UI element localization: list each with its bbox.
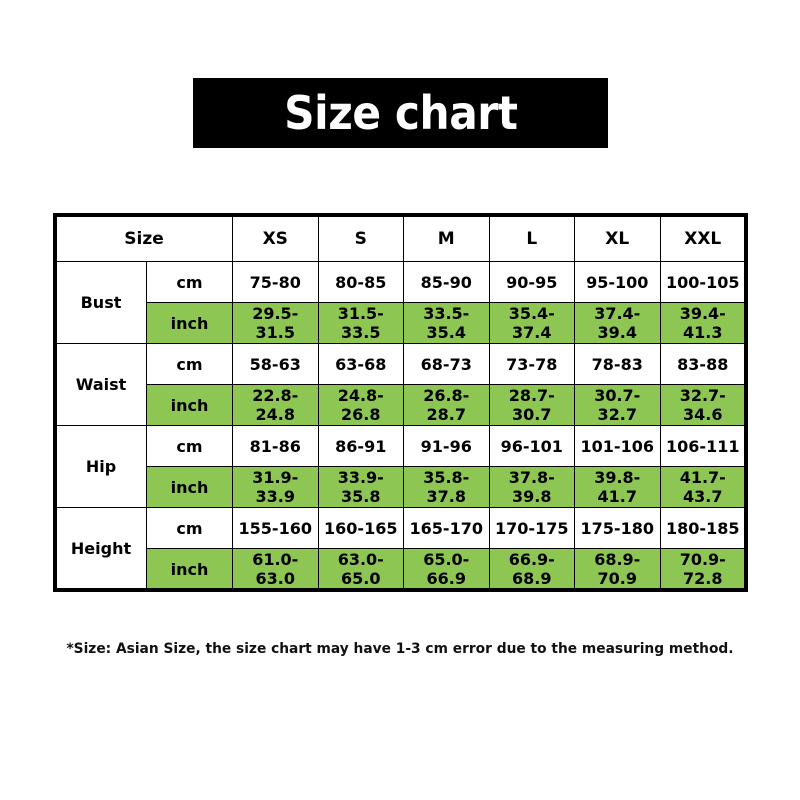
unit-label-bust-inch: inch xyxy=(146,302,233,344)
cell-hip-cm-xl: 101-106 xyxy=(574,425,661,467)
cell-hip-inch-s: 33.9-35.8 xyxy=(317,466,404,508)
cell-waist-inch-l: 28.7-30.7 xyxy=(488,384,575,426)
cell-bust-cm-xs: 75-80 xyxy=(232,261,319,303)
cell-waist-cm-xxl: 83-88 xyxy=(659,343,746,385)
size-chart-table-container: Size XS S M L XL XXL Bust cm 75-80 80-85 85-90 90-95… xyxy=(53,213,748,592)
unit-label-waist-inch: inch xyxy=(146,384,233,426)
measurement-label-height: Height xyxy=(55,507,147,590)
cell-hip-cm-l: 96-101 xyxy=(488,425,575,467)
unit-label-bust-cm: cm xyxy=(146,261,233,303)
cell-height-inch-xs: 61.0-63.0 xyxy=(232,548,319,590)
header-size-xl: XL xyxy=(574,215,661,262)
table-row: inch 29.5-31.5 31.5-33.5 33.5-35.4 35.4-37.4… xyxy=(56,302,746,344)
cell-waist-cm-xl: 78-83 xyxy=(574,343,661,385)
cell-waist-inch-xxl: 32.7-34.6 xyxy=(659,384,746,426)
table-row: inch 22.8-24.8 24.8-26.8 26.8-28.7 28.7-30.7… xyxy=(56,384,746,426)
cell-hip-inch-xl: 39.8-41.7 xyxy=(574,466,661,508)
measurement-label-bust: Bust xyxy=(55,261,147,344)
cell-height-cm-xl: 175-180 xyxy=(574,507,661,549)
table-row: Hip cm 81-86 86-91 91-96 96-101 101-106 106-111 xyxy=(55,425,746,508)
header-size-s: S xyxy=(317,215,404,262)
title-banner: Size chart xyxy=(193,78,608,148)
cell-height-inch-xxl: 70.9-72.8 xyxy=(659,548,746,590)
unit-label-waist-cm: cm xyxy=(146,343,233,385)
cell-hip-inch-l: 37.8-39.8 xyxy=(488,466,575,508)
cell-waist-cm-m: 68-73 xyxy=(403,343,490,385)
cell-hip-inch-m: 35.8-37.8 xyxy=(403,466,490,508)
cell-height-cm-xs: 155-160 xyxy=(232,507,319,549)
unit-label-hip-cm: cm xyxy=(146,425,233,467)
cell-hip-inch-xs: 31.9-33.9 xyxy=(232,466,319,508)
cell-hip-cm-xs: 81-86 xyxy=(232,425,319,467)
table-row: inch 31.9-33.9 33.9-35.8 35.8-37.8 37.8-39.8… xyxy=(56,466,746,508)
cell-hip-cm-xxl: 106-111 xyxy=(659,425,746,467)
cell-bust-cm-m: 85-90 xyxy=(403,261,490,303)
size-chart-table: Size XS S M L XL XXL Bust cm 75-80 80-85 85-90 90-95… xyxy=(53,213,748,592)
cell-hip-cm-s: 86-91 xyxy=(317,425,404,467)
cell-waist-cm-s: 63-68 xyxy=(317,343,404,385)
size-chart-table-body: Size XS S M L XL XXL Bust cm 75-80 80-85 85-90 90-95… xyxy=(55,215,746,590)
header-size-m: M xyxy=(403,215,490,262)
page-title: Size chart xyxy=(283,86,518,140)
unit-label-height-cm: cm xyxy=(146,507,233,549)
cell-bust-inch-xl: 37.4-39.4 xyxy=(574,302,661,344)
cell-waist-inch-xs: 22.8-24.8 xyxy=(232,384,319,426)
cell-bust-cm-s: 80-85 xyxy=(317,261,404,303)
cell-height-cm-m: 165-170 xyxy=(403,507,490,549)
table-row: Waist cm 58-63 63-68 68-73 73-78 78-83 83-88 xyxy=(55,343,746,426)
table-header-row: Size XS S M L XL XXL xyxy=(55,215,746,262)
cell-bust-inch-m: 33.5-35.4 xyxy=(403,302,490,344)
cell-height-inch-l: 66.9-68.9 xyxy=(488,548,575,590)
unit-label-hip-inch: inch xyxy=(146,466,233,508)
cell-hip-cm-m: 91-96 xyxy=(403,425,490,467)
table-row: Height cm 155-160 160-165 165-170 170-175 175-… xyxy=(55,507,746,590)
cell-height-cm-xxl: 180-185 xyxy=(659,507,746,549)
table-row: inch 61.0-63.0 63.0-65.0 65.0-66.9 66.9-68.9… xyxy=(56,548,746,590)
cell-height-cm-s: 160-165 xyxy=(317,507,404,549)
table-row: Bust cm 75-80 80-85 85-90 90-95 95-100 100-105 xyxy=(55,261,746,344)
unit-label-height-inch: inch xyxy=(146,548,233,590)
cell-height-inch-xl: 68.9-70.9 xyxy=(574,548,661,590)
size-note: *Size: Asian Size, the size chart may ha… xyxy=(66,641,734,657)
cell-height-inch-s: 63.0-65.0 xyxy=(317,548,404,590)
header-size-label: Size xyxy=(55,215,233,262)
measurement-label-hip: Hip xyxy=(55,425,147,508)
cell-bust-inch-s: 31.5-33.5 xyxy=(317,302,404,344)
header-size-l: L xyxy=(488,215,575,262)
cell-height-cm-l: 170-175 xyxy=(488,507,575,549)
cell-waist-cm-xs: 58-63 xyxy=(232,343,319,385)
header-size-xxl: XXL xyxy=(659,215,746,262)
cell-height-inch-m: 65.0-66.9 xyxy=(403,548,490,590)
cell-bust-cm-l: 90-95 xyxy=(488,261,575,303)
measurement-label-waist: Waist xyxy=(55,343,147,426)
cell-bust-cm-xl: 95-100 xyxy=(574,261,661,303)
cell-bust-cm-xxl: 100-105 xyxy=(659,261,746,303)
cell-waist-inch-s: 24.8-26.8 xyxy=(317,384,404,426)
cell-bust-inch-xs: 29.5-31.5 xyxy=(232,302,319,344)
cell-bust-inch-xxl: 39.4-41.3 xyxy=(659,302,746,344)
header-size-xs: XS xyxy=(232,215,319,262)
cell-waist-inch-xl: 30.7-32.7 xyxy=(574,384,661,426)
cell-waist-inch-m: 26.8-28.7 xyxy=(403,384,490,426)
cell-hip-inch-xxl: 41.7-43.7 xyxy=(659,466,746,508)
cell-waist-cm-l: 73-78 xyxy=(488,343,575,385)
cell-bust-inch-l: 35.4-37.4 xyxy=(488,302,575,344)
